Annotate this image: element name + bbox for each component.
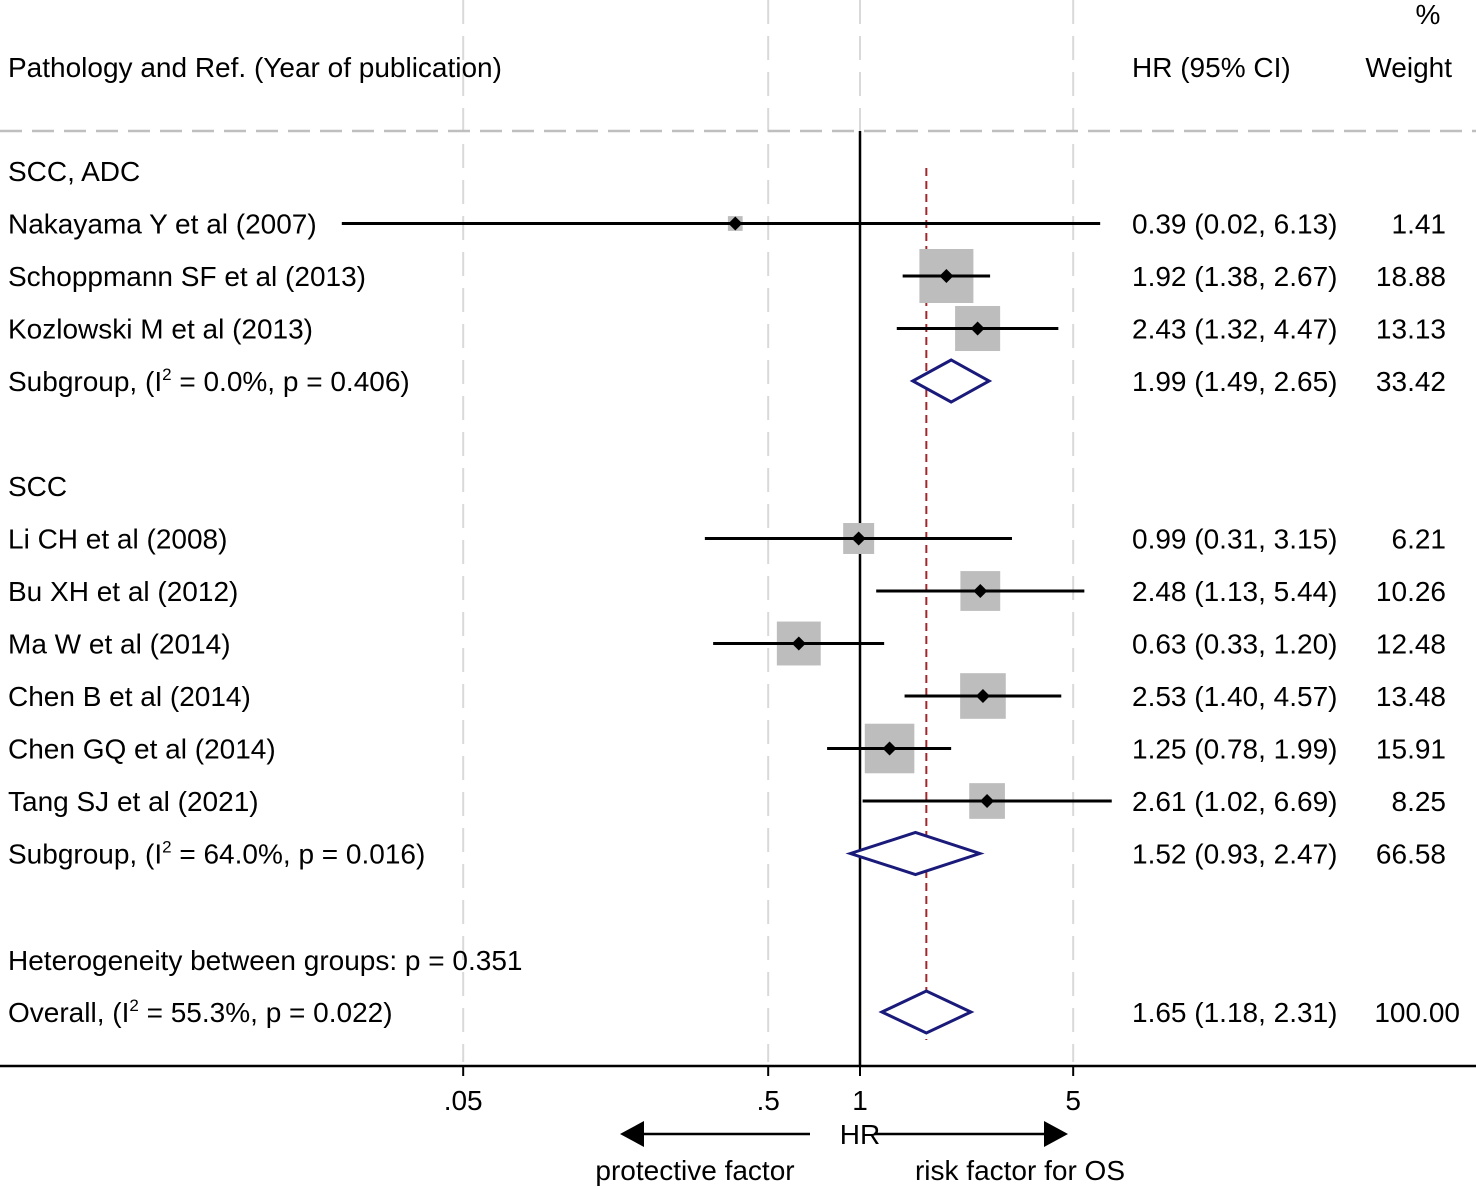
weight-value: 13.48 (1376, 681, 1446, 712)
point-estimate (970, 321, 985, 336)
study-row: Kozlowski M et al (2013) 2.43 (1.32, 4.47… (8, 305, 1446, 352)
weight-value: 1.41 (1392, 209, 1447, 240)
subgroup-label: Subgroup, (I2 = 0.0%, p = 0.406) (8, 365, 410, 397)
study-rows: SCC, ADC Nakayama Y et al (2007) 0.39 (0.0… (8, 156, 1460, 1035)
weight-value: 33.42 (1376, 366, 1446, 397)
x-axis-ticks: .05 .5 1 5 (444, 1066, 1081, 1116)
weight-value: 12.48 (1376, 629, 1446, 660)
weight-value: 18.88 (1376, 261, 1446, 292)
weight-value: 10.26 (1376, 576, 1446, 607)
subgroup-row: Subgroup, (I2 = 0.0%, p = 0.406) 1.99 (1.… (8, 358, 1446, 404)
study-row: Ma W et al (2014) 0.63 (0.33, 1.20) 12.48 (8, 621, 1446, 666)
study-row: Tang SJ et al (2021) 2.61 (1.02, 6.69) 8.2… (8, 783, 1446, 819)
subgroup-row: Subgroup, (I2 = 64.0%, p = 0.016) 1.52 (0… (8, 830, 1446, 877)
hr-ci-value: 2.61 (1.02, 6.69) (1132, 786, 1337, 817)
group-heading: SCC, ADC (8, 156, 140, 187)
hr-ci-value: 0.63 (0.33, 1.20) (1132, 629, 1337, 660)
point-estimate (791, 636, 806, 651)
study-row: Chen GQ et al (2014) 1.25 (0.78, 1.99) 15.… (8, 723, 1446, 774)
study-column-header: Pathology and Ref. (Year of publication) (8, 52, 502, 83)
hr-ci-value: 1.52 (0.93, 2.47) (1132, 839, 1337, 870)
hr-ci-value: 2.43 (1.32, 4.47) (1132, 314, 1337, 345)
group-2: SCC Li CH et al (2008) 0.99 (0.31, 3.15) 6.… (8, 471, 1447, 877)
study-row: Chen B et al (2014) 2.53 (1.40, 4.57) 13.4… (8, 673, 1446, 719)
study-label: Chen GQ et al (2014) (8, 734, 276, 765)
study-label: Li CH et al (2008) (8, 524, 227, 555)
hr-ci-value: 0.39 (0.02, 6.13) (1132, 209, 1337, 240)
weight-value: 66.58 (1376, 839, 1446, 870)
weight-column-header: Weight (1365, 52, 1452, 83)
study-label: Chen B et al (2014) (8, 681, 251, 712)
overall-row: Overall, (I2 = 55.3%, p = 0.022) 1.65 (1.… (8, 989, 1460, 1035)
study-label: Kozlowski M et al (2013) (8, 314, 313, 345)
hr-column-header: HR (95% CI) (1132, 52, 1291, 83)
point-estimate (882, 741, 897, 756)
subgroup-diamond (909, 358, 993, 404)
hr-ci-value: 1.65 (1.18, 2.31) (1132, 997, 1337, 1028)
weight-value: 8.25 (1392, 786, 1447, 817)
left-arrow-head (620, 1121, 644, 1147)
point-estimate (851, 531, 866, 546)
point-estimate (728, 216, 743, 231)
point-estimate (939, 269, 954, 283)
study-label: Ma W et al (2014) (8, 629, 231, 660)
study-label: Tang SJ et al (2021) (8, 786, 259, 817)
study-row: Nakayama Y et al (2007) 0.39 (0.02, 6.13)… (8, 209, 1446, 240)
grid-lines (462, 0, 1075, 1062)
heterogeneity-text: Heterogeneity between groups: p = 0.351 (8, 945, 522, 976)
study-row: Schoppmann SF et al (2013) 1.92 (1.38, 2.… (8, 249, 1446, 303)
right-arrow-head (1044, 1121, 1068, 1147)
weight-percent-label: % (1416, 0, 1441, 30)
subgroup-label: Subgroup, (I2 = 64.0%, p = 0.016) (8, 838, 425, 870)
risk-factor-label: risk factor for OS (915, 1155, 1125, 1186)
weight-value: 15.91 (1376, 734, 1446, 765)
weight-value: 13.13 (1376, 314, 1446, 345)
plot-frame (0, 129, 1476, 1068)
study-label: Bu XH et al (2012) (8, 576, 238, 607)
overall-diamond (878, 989, 975, 1035)
weight-value: 6.21 (1392, 524, 1447, 555)
point-estimate (973, 584, 988, 598)
tick-label: 1 (852, 1085, 868, 1116)
point-estimate (980, 794, 995, 808)
hr-ci-value: 1.25 (0.78, 1.99) (1132, 734, 1337, 765)
protective-factor-label: protective factor (595, 1155, 794, 1186)
overall-label: Overall, (I2 = 55.3%, p = 0.022) (8, 996, 393, 1028)
study-label: Nakayama Y et al (2007) (8, 209, 317, 240)
hr-ci-value: 0.99 (0.31, 3.15) (1132, 524, 1337, 555)
subgroup-diamond (845, 830, 985, 877)
axis-arrows (620, 1121, 1068, 1147)
point-estimate (975, 689, 990, 703)
weight-value: 100.00 (1374, 997, 1460, 1028)
study-label: Schoppmann SF et al (2013) (8, 261, 366, 292)
hr-ci-value: 1.99 (1.49, 2.65) (1132, 366, 1337, 397)
tick-label: .05 (444, 1085, 483, 1116)
group-heading: SCC (8, 471, 67, 502)
x-axis-label: HR (840, 1119, 880, 1150)
hr-ci-value: 1.92 (1.38, 2.67) (1132, 261, 1337, 292)
study-row: Bu XH et al (2012) 2.48 (1.13, 5.44) 10.26 (8, 571, 1446, 611)
study-row: Li CH et al (2008) 0.99 (0.31, 3.15) 6.21 (8, 523, 1447, 555)
tick-label: .5 (757, 1085, 780, 1116)
hr-ci-value: 2.48 (1.13, 5.44) (1132, 576, 1337, 607)
tick-label: 5 (1065, 1085, 1081, 1116)
hr-ci-value: 2.53 (1.40, 4.57) (1132, 681, 1337, 712)
group-1: SCC, ADC Nakayama Y et al (2007) 0.39 (0.0… (8, 156, 1446, 404)
